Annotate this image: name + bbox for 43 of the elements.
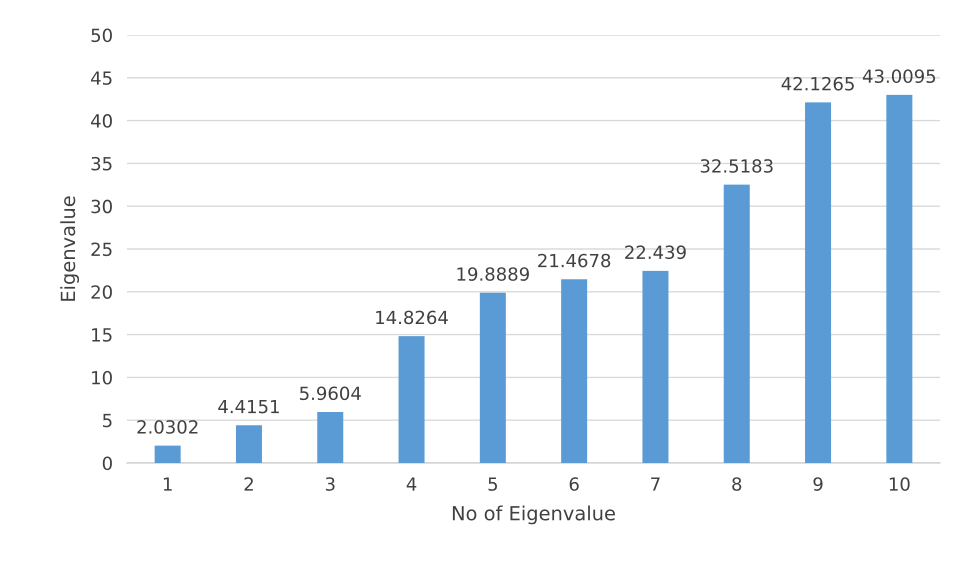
bar (398, 336, 425, 463)
x-tick-label: 2 (244, 477, 253, 491)
data-label: 5.9604 (300, 386, 361, 400)
bar (886, 94, 912, 463)
y-tick-label: 45 (91, 71, 112, 85)
data-label: 22.439 (625, 245, 686, 260)
bar (317, 412, 344, 463)
y-tick-label: 50 (92, 28, 112, 42)
x-tick-label: 9 (813, 477, 823, 491)
bar (236, 425, 262, 463)
x-tick-label: 10 (890, 477, 910, 491)
y-axis-title: Eigenvalue (60, 196, 80, 301)
y-tick-label: 5 (103, 414, 112, 428)
bar (154, 446, 181, 463)
bar (642, 270, 668, 463)
y-tick-label: 10 (92, 370, 112, 385)
y-tick-label: 0 (102, 456, 112, 470)
y-tick-label: 20 (91, 285, 112, 299)
data-label: 19.8889 (458, 267, 529, 281)
y-tick-label: 30 (92, 200, 112, 214)
data-label: 4.4151 (218, 400, 279, 414)
data-label: 14.8264 (376, 310, 448, 324)
data-label: 2.0302 (137, 420, 198, 434)
x-axis-title: No of Eigenvalue (452, 505, 615, 524)
bar (480, 292, 506, 463)
x-tick-label: 1 (164, 477, 172, 491)
x-tick-label: 4 (406, 477, 416, 491)
x-tick-label: 8 (732, 477, 742, 491)
y-tick-label: 15 (92, 328, 112, 342)
bar (724, 184, 750, 463)
y-tick-label: 25 (91, 242, 112, 256)
y-tick-label: 40 (91, 114, 112, 128)
x-tick-label: 7 (651, 477, 660, 491)
data-label: 32.5183 (700, 159, 773, 173)
x-tick-label: 5 (488, 477, 498, 491)
bar (561, 279, 588, 463)
x-tick-label: 6 (570, 477, 579, 491)
data-label: 42.1265 (782, 76, 854, 91)
data-label: 43.0095 (862, 69, 936, 84)
y-tick-label: 35 (92, 156, 112, 171)
x-tick-label: 3 (326, 477, 335, 491)
data-label: 21.4678 (538, 254, 610, 268)
bar (805, 102, 832, 463)
